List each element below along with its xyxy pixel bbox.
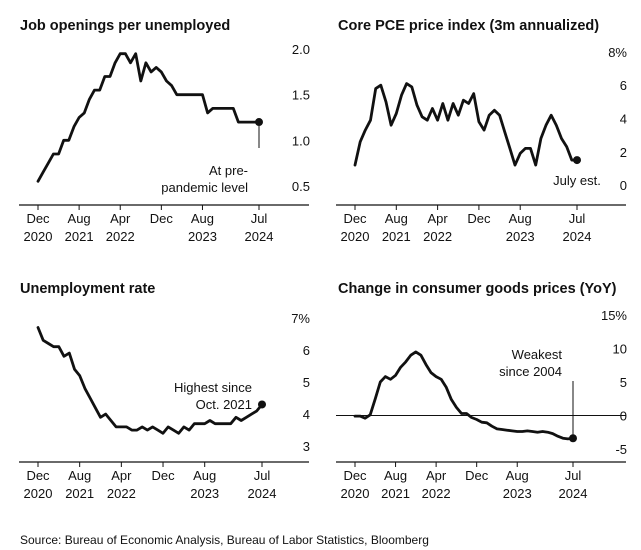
chart4-x-tick-label-month: Dec [465, 468, 489, 483]
chart3-x-tick-label-year: 2020 [24, 486, 53, 501]
chart1-y-tick-label: 1.5 [292, 88, 310, 103]
chart3-x-tick-label-year: 2022 [107, 486, 136, 501]
chart3-x-tick-label-month: Aug [193, 468, 216, 483]
chart3-y-tick-label: 7% [291, 311, 310, 326]
chart3-x-tick-label-year: 2023 [190, 486, 219, 501]
chart4-x-tick-label-month: Aug [384, 468, 407, 483]
chart3-x-tick-label-month: Dec [151, 468, 175, 483]
chart4-x-tick-label-year: 2023 [503, 486, 532, 501]
chart1-x-tick-label-year: 2022 [106, 229, 135, 244]
chart1-x-tick-label-month: Apr [110, 211, 131, 226]
chart4-annotation-line-1: Weakest [512, 347, 563, 362]
chart4-y-tick-label: 15% [601, 308, 627, 323]
chart2-x-tick-label-month: Dec [343, 211, 367, 226]
chart3-x-tick-label-month: Apr [111, 468, 132, 483]
chart3-x-tick-label-month: Dec [26, 468, 50, 483]
chart1-y-tick-label: 1.0 [292, 133, 310, 148]
chart1-x-tick-label-month: Aug [68, 211, 91, 226]
chart2-x-tick-label-year: 2020 [341, 229, 370, 244]
chart4-x-tick-label-year: 2024 [559, 486, 588, 501]
chart2-x-tick-label-year: 2021 [382, 229, 411, 244]
chart4-y-tick-label: 10 [613, 342, 627, 357]
chart3-y-tick-label: 3 [303, 439, 310, 454]
chart3-x-tick-label-year: 2024 [248, 486, 277, 501]
chart3-endpoint-dot [258, 400, 266, 409]
chart4-x-tick-label-year: 2021 [381, 486, 410, 501]
chart1-endpoint-dot [255, 118, 263, 127]
chart2-annotation-line-1: July est. [553, 173, 601, 188]
chart3-title: Unemployment rate [20, 281, 155, 297]
chart2-x-tick-label-month: Aug [385, 211, 408, 226]
chart1-x-tick-label-month: Jul [251, 211, 268, 226]
chart1-x-tick-label-month: Dec [26, 211, 50, 226]
chart1-x-tick-label-year: 2020 [24, 229, 53, 244]
chart2-title: Core PCE price index (3m annualized) [338, 18, 599, 34]
chart1-title: Job openings per unemployed [20, 18, 230, 34]
chart3-x-tick-label-month: Jul [254, 468, 271, 483]
chart2-y-tick-label: 0 [620, 178, 627, 193]
chart3-y-tick-label: 6 [303, 343, 310, 358]
chart4-y-tick-label: -5 [615, 442, 627, 457]
chart4-x-tick-label-month: Aug [506, 468, 529, 483]
chart4-y-tick-label: 0 [620, 408, 627, 423]
chart2-x-tick-label-month: Jul [569, 211, 586, 226]
chart2-x-tick-label-month: Aug [509, 211, 532, 226]
chart4-annotation-line-2: since 2004 [499, 364, 562, 379]
chart2-x-tick-label-year: 2024 [563, 229, 592, 244]
chart1-y-tick-label: 0.5 [292, 179, 310, 194]
chart2-x-tick-label-year: 2023 [506, 229, 535, 244]
chart1-x-tick-label-year: 2023 [188, 229, 217, 244]
chart1-annotation-line-2: pandemic level [161, 180, 248, 195]
chart4-x-tick-label-month: Apr [426, 468, 447, 483]
chart3-annotation-line-1: Highest since [174, 380, 252, 395]
chart2-x-tick-label-month: Apr [427, 211, 448, 226]
chart3-series-line [36, 326, 264, 435]
chart3-x-tick-label-month: Aug [68, 468, 91, 483]
chart2-x-tick-label-month: Dec [467, 211, 491, 226]
chart2-y-tick-label: 4 [620, 112, 627, 127]
chart4-title: Change in consumer goods prices (YoY) [338, 281, 617, 297]
chart4-x-tick-label-month: Dec [343, 468, 367, 483]
chart1-x-tick-label-year: 2024 [245, 229, 274, 244]
chart2-y-tick-label: 8% [608, 45, 627, 60]
chart1-y-tick-label: 2.0 [292, 42, 310, 57]
chart2-x-tick-label-year: 2022 [423, 229, 452, 244]
source-note: Source: Bureau of Economic Analysis, Bur… [20, 533, 429, 547]
chart2-endpoint-dot [573, 156, 581, 165]
chart1-x-tick-label-month: Aug [191, 211, 214, 226]
chart1-x-tick-label-month: Dec [150, 211, 174, 226]
chart4-x-tick-label-month: Jul [565, 468, 582, 483]
chart3-annotation-line-2: Oct. 2021 [196, 397, 252, 412]
chart4-x-tick-label-year: 2020 [341, 486, 370, 501]
chart3-y-tick-label: 5 [303, 375, 310, 390]
chart3-y-tick-label: 4 [303, 407, 310, 422]
chart2-y-tick-label: 2 [620, 145, 627, 160]
chart2-y-tick-label: 6 [620, 78, 627, 93]
chart2-series-line [353, 82, 579, 167]
chart1-annotation-line-1: At pre- [209, 163, 248, 178]
chart1-series-line [36, 52, 261, 183]
chart4-x-tick-label-year: 2022 [422, 486, 451, 501]
chart1-x-tick-label-year: 2021 [65, 229, 94, 244]
chart3-x-tick-label-year: 2021 [65, 486, 94, 501]
chart4-y-tick-label: 5 [620, 375, 627, 390]
chart4-series-line [353, 350, 575, 441]
